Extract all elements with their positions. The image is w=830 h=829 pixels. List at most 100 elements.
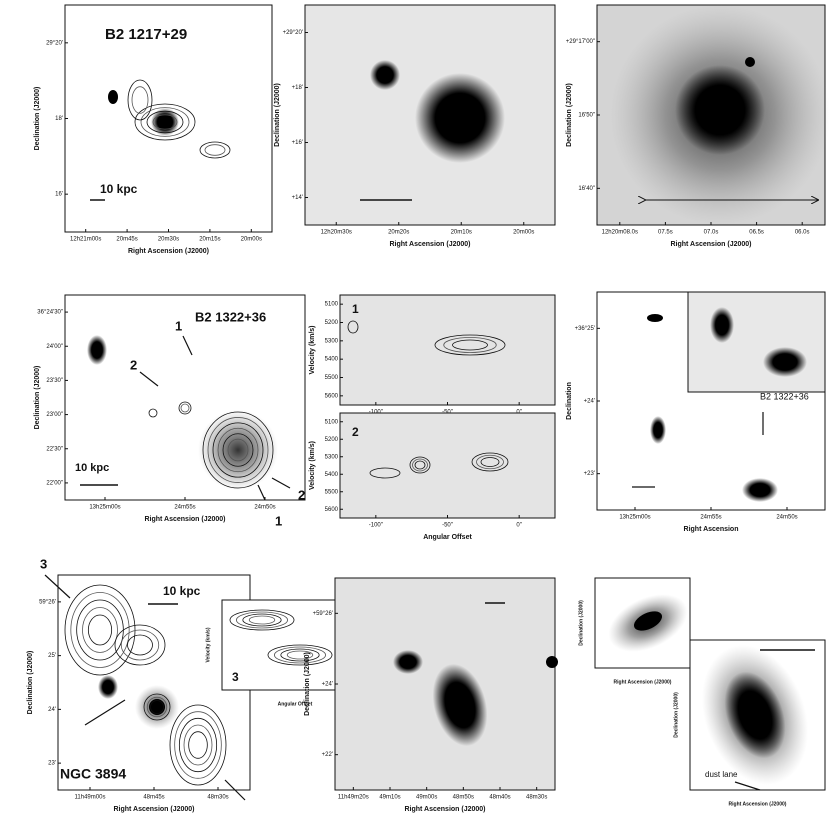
x-tick-label: 20m10s [451, 230, 472, 236]
y-tick-label: 5500 [325, 375, 339, 381]
y-tick-label: 5300 [325, 454, 339, 460]
scale-bar: 10 kpc [100, 182, 138, 196]
panel-image [339, 412, 556, 519]
contour [82, 607, 118, 653]
y-axis-label: Declination [566, 382, 573, 420]
contour [180, 403, 190, 413]
galaxy [675, 65, 765, 155]
y-axis-label: Declination (J2000) [578, 600, 584, 646]
x-tick-label: 20m00s [241, 237, 262, 243]
contour [188, 731, 208, 759]
contour [143, 693, 171, 721]
x-tick-label: 24m55s [700, 515, 721, 521]
contour [140, 107, 190, 137]
contour [183, 724, 213, 766]
title: B2 1217+29 [105, 26, 187, 43]
y-axis-label: Velocity (km/s) [309, 441, 316, 490]
x-tick-label: 48m50s [453, 795, 474, 801]
pointer [257, 484, 266, 501]
y-tick-label: 5500 [325, 489, 339, 495]
contour [280, 648, 320, 662]
panel-image [339, 294, 556, 406]
x-tick-label: -50" [442, 523, 453, 529]
y-axis-label: Declination (J2000) [34, 366, 41, 430]
y-tick-label: 25' [48, 653, 56, 659]
galaxy [633, 611, 663, 631]
y-axis-label: Declination (J2000) [34, 87, 41, 151]
pointer [734, 781, 761, 791]
x-tick-label: 24m50s [776, 515, 797, 521]
title: NGC 3894 [60, 766, 126, 782]
pointer [139, 371, 159, 387]
x-axis-label: Right Ascension (J2000) [128, 248, 209, 255]
contour [443, 337, 497, 353]
galaxy [370, 60, 400, 90]
panel-image [57, 574, 251, 791]
contour [178, 401, 192, 415]
annotation: 3 [40, 556, 47, 571]
contour [229, 609, 295, 631]
galaxy [710, 307, 734, 343]
x-tick-label: 48m45s [143, 795, 164, 801]
galaxy [198, 410, 278, 490]
y-tick-label: 16' [55, 192, 63, 198]
contour [146, 110, 184, 134]
contour [235, 611, 288, 629]
y-axis-label: Declination (J2000) [673, 692, 679, 738]
x-tick-label: 07.5s [658, 230, 673, 236]
contour [152, 114, 178, 130]
contour [114, 624, 166, 666]
galaxy [151, 108, 179, 136]
y-axis-label: Declination (J2000) [27, 651, 34, 715]
x-axis-label: Right Ascension (J2000) [389, 241, 470, 248]
pointer [271, 477, 291, 489]
x-tick-label: 24m55s [174, 505, 195, 511]
scale-bar: 10 kpc [75, 462, 109, 474]
x-tick-label: 48m30s [526, 795, 547, 801]
pointer [182, 335, 193, 356]
y-tick-label: 23'00" [46, 412, 63, 418]
contour [222, 433, 254, 467]
galaxy [87, 335, 107, 365]
x-axis-label: Right Ascension (J2000) [614, 679, 672, 685]
y-tick-label: 5100 [325, 419, 339, 425]
galaxy [108, 90, 118, 104]
contour [199, 141, 231, 159]
y-tick-label: 5300 [325, 338, 339, 344]
y-tick-label: 23'30" [46, 378, 63, 384]
annotation: 1 [275, 513, 282, 528]
y-tick-label: 16'40" [578, 186, 595, 192]
y-tick-label: +24' [322, 682, 333, 688]
galaxy [432, 663, 488, 747]
contour [148, 408, 158, 418]
contour [87, 614, 113, 646]
y-tick-label: 5600 [325, 507, 339, 513]
y-tick-label: +36°25' [575, 326, 595, 332]
galaxy [650, 416, 666, 444]
x-tick-label: 48m30s [207, 795, 228, 801]
pointer [84, 699, 126, 726]
y-axis-label: Declination (J2000) [304, 652, 311, 716]
x-axis-label: Right Ascension (J2000) [729, 801, 787, 807]
contour [64, 584, 136, 676]
galaxy [415, 73, 505, 163]
y-tick-label: +14' [292, 195, 303, 201]
contour [120, 629, 160, 661]
x-axis-label: Right Ascension [684, 526, 739, 533]
y-tick-label: 24'00" [46, 344, 63, 350]
x-axis-label: Angular Offset [423, 534, 472, 541]
pointer [44, 574, 71, 599]
y-axis-label: Velocity (km/s) [205, 627, 211, 662]
inset-label: B2 1322+36 [760, 391, 809, 401]
galaxy [647, 314, 663, 322]
y-tick-label: 22'00" [46, 480, 63, 486]
y-tick-label: +18' [292, 85, 303, 91]
y-tick-label: 29°20' [46, 40, 63, 46]
x-tick-label: 11h49m00s [75, 795, 106, 801]
contour [202, 411, 274, 489]
title: B2 1322+36 [195, 309, 266, 324]
y-tick-label: +29°20' [283, 30, 303, 36]
contour [248, 615, 276, 625]
x-axis-label: Angular Offset [278, 701, 313, 707]
